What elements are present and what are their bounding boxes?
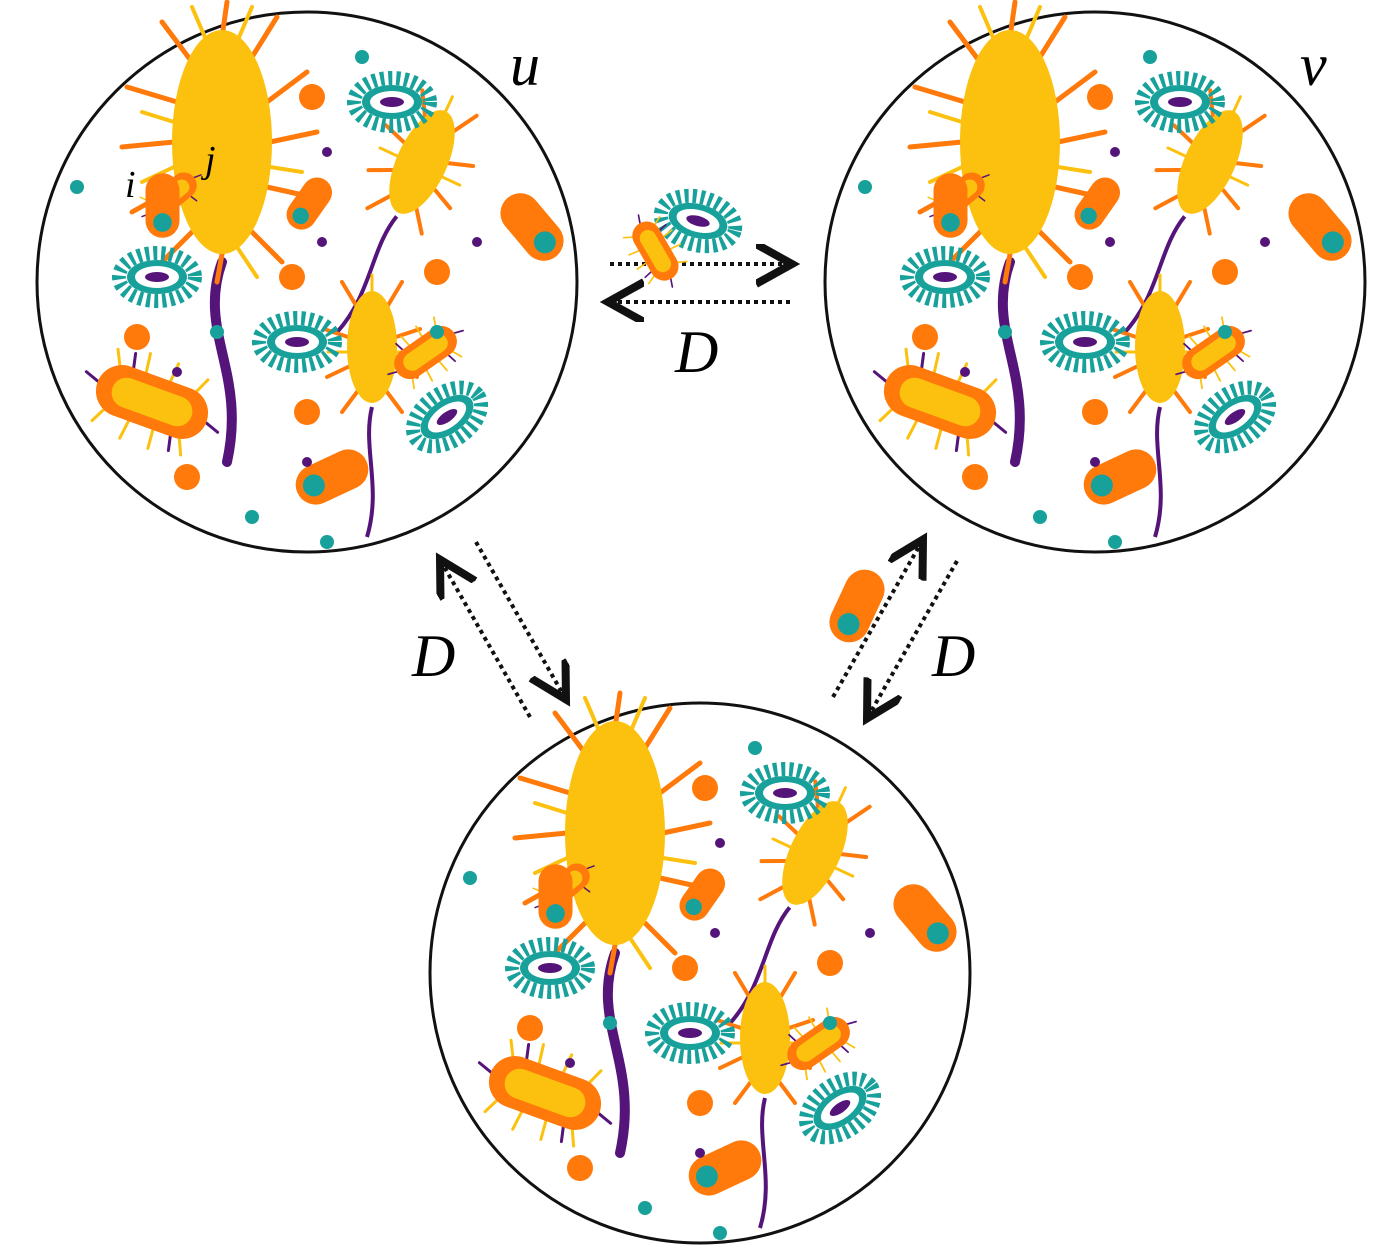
patch-v: v <box>823 2 1367 554</box>
arrow-bottom-to-u <box>442 563 532 718</box>
patch-label-u: u <box>510 32 540 98</box>
patch-bottom-organisms <box>462 693 965 1240</box>
arrow-bottom-to-v <box>831 543 921 698</box>
patch-u-organisms <box>69 2 572 549</box>
patch-bottom-boundary <box>428 701 972 1245</box>
species-label-i: i <box>125 164 136 206</box>
patch-v-organisms <box>857 2 1360 549</box>
migrating-bean-cell <box>822 563 892 649</box>
patch-v-boundary <box>823 10 1367 554</box>
arrow-u-to-bottom <box>474 541 564 696</box>
patch-u: u i j <box>35 2 579 554</box>
arrow-v-to-bottom <box>869 560 959 715</box>
patch-u-boundary <box>35 10 579 554</box>
dispersal-label-right: D <box>931 623 975 689</box>
patch-bottom <box>428 693 972 1245</box>
migrating-teal-cell <box>655 188 741 254</box>
patch-label-v: v <box>1300 32 1327 98</box>
dispersal-label-left: D <box>411 623 455 689</box>
dispersal-label-top: D <box>674 319 718 385</box>
